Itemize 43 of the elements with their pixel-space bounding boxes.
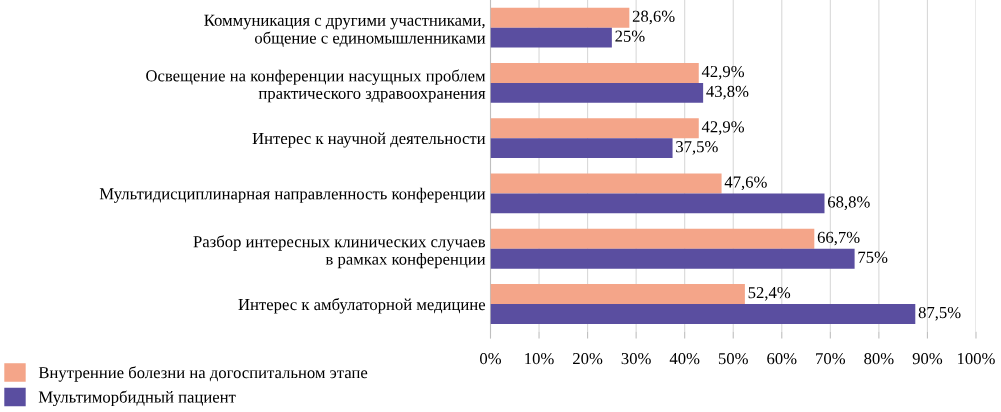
data-label: 28,6% — [632, 10, 675, 25]
bar — [490, 173, 722, 194]
y-tick-label: Мультидисциплинарная направленность конференции — [99, 187, 486, 203]
data-label: 47,6% — [724, 176, 767, 191]
y-tick-label: Освещение на конференции насущных проблем практического здравоохранения — [146, 69, 486, 103]
x-tick-label: 80% — [864, 352, 894, 365]
y-tick-label: Интерес к амбулаторной медицине — [238, 298, 486, 314]
x-tick-label: 60% — [767, 352, 797, 365]
x-tick-label: 0% — [480, 352, 502, 365]
x-tick-label: 70% — [816, 352, 846, 365]
data-label: 37,5% — [676, 141, 718, 155]
x-tick-label: 10% — [525, 352, 554, 365]
data-label: 25% — [615, 30, 645, 42]
x-tick-label: 40% — [669, 352, 700, 365]
bar — [490, 27, 612, 48]
bar — [490, 7, 630, 28]
data-label: 43,8% — [706, 85, 749, 100]
x-tick-label: 100% — [958, 352, 995, 365]
bar — [490, 284, 745, 305]
bar — [490, 138, 673, 159]
y-tick-label: Разбор интересных клинических случаев в рамках конференции — [193, 235, 486, 269]
x-tick-label: 30% — [621, 352, 651, 365]
data-label: 66,7% — [817, 231, 860, 246]
x-tick-label: 50% — [718, 352, 748, 365]
data-label: 42,9% — [701, 121, 745, 135]
bar — [490, 248, 855, 269]
x-tick-label: 90% — [912, 352, 943, 365]
legend-label: Мультиморбидный пациент — [38, 390, 236, 407]
data-label: 52,4% — [748, 287, 791, 301]
data-label: 68,8% — [828, 196, 870, 210]
legend-label: Внутренние болезни на догоспитальном этапе — [38, 366, 368, 382]
bar — [490, 82, 704, 103]
data-label: 87,5% — [918, 306, 961, 321]
data-label: 42,9% — [701, 65, 745, 80]
bar — [490, 304, 916, 324]
bar — [490, 118, 699, 139]
bar — [490, 193, 825, 214]
y-tick-label: Интерес к научной деятельности — [252, 132, 486, 148]
y-tick-label: Коммуникация с другими участниками, общение с единомышленниками — [204, 14, 486, 47]
bar — [490, 228, 815, 249]
bar — [490, 63, 699, 83]
data-label: 75% — [858, 251, 888, 263]
x-tick-label: 20% — [573, 352, 603, 365]
